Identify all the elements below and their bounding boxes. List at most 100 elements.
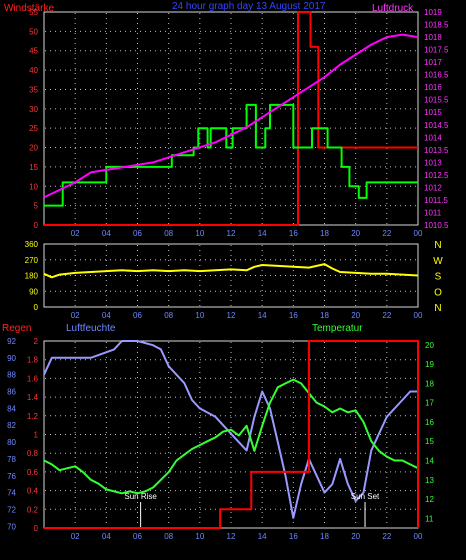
direction-chart-y-tick-label: 0 xyxy=(34,303,39,312)
direction-chart-compass-label: W xyxy=(433,256,443,267)
direction-chart-compass-label: O xyxy=(434,287,442,298)
climate-chart-humidity-y-tick-label: 84 xyxy=(7,404,16,413)
direction-chart-x-tick-label: 02 xyxy=(71,311,80,320)
wind-chart-left-y-tick-label: 45 xyxy=(29,47,38,56)
wind-chart-left-y-tick-label: 30 xyxy=(29,105,38,114)
climate-chart-temperature-y-tick-label: 14 xyxy=(425,457,434,466)
wind-chart-right-y-tick-label: 1012 xyxy=(424,183,442,192)
wind-chart-left-y-tick-label: 0 xyxy=(34,221,39,230)
wind-chart-x-tick-label: 12 xyxy=(227,229,236,238)
wind-chart-x-tick-label: 00 xyxy=(414,229,423,238)
climate-chart-humidity-y-tick-label: 74 xyxy=(7,489,16,498)
wind-chart-x-tick-label: 04 xyxy=(102,229,111,238)
climate-chart-x-tick-label: 08 xyxy=(164,532,173,541)
wind-chart-x-tick-label: 16 xyxy=(289,229,298,238)
wind-chart-left-y-tick-label: 5 xyxy=(34,202,39,211)
wind-chart-right-y-tick-label: 1011.5 xyxy=(424,196,448,205)
wind-chart-right-y-tick-label: 1013.5 xyxy=(424,146,449,155)
climate-chart-x-tick-label: 10 xyxy=(195,532,204,541)
climate-chart-rain-y-tick-label: 0.2 xyxy=(27,505,39,514)
wind-chart-right-y-tick-label: 1014.5 xyxy=(424,121,449,130)
climate-chart-x-tick-label: 04 xyxy=(102,532,111,541)
wind-chart-left-y-tick-label: 35 xyxy=(29,85,38,94)
climate-chart-humidity-y-tick-label: 76 xyxy=(7,472,16,481)
direction-chart-y-tick-label: 360 xyxy=(25,240,39,249)
climate-chart-humidity-y-tick-label: 88 xyxy=(7,371,16,380)
climate-chart-rain-y-tick-label: 0.6 xyxy=(27,468,39,477)
climate-chart-sun-label: Sun Rise xyxy=(124,492,157,501)
climate-chart-humidity-y-tick-label: 70 xyxy=(7,522,16,531)
wind-chart-right-y-tick-label: 1013 xyxy=(424,158,442,167)
wind-chart-left-y-tick-label: 40 xyxy=(29,66,38,75)
wind-chart-x-tick-label: 10 xyxy=(195,229,204,238)
direction-chart-x-tick-label: 06 xyxy=(133,311,142,320)
wind-chart-x-tick-label: 22 xyxy=(382,229,391,238)
wind-chart-right-y-tick-label: 1019 xyxy=(424,8,442,17)
wind-chart-left-y-tick-label: 50 xyxy=(29,27,38,36)
wind-chart-right-y-tick-label: 1018 xyxy=(424,33,442,42)
climate-chart-temperature-label: Temperatur xyxy=(312,323,363,334)
climate-chart-rain-y-tick-label: 1.4 xyxy=(27,393,39,402)
wind-direction-series xyxy=(43,263,419,279)
climate-chart-rain-y-tick-label: 1 xyxy=(34,431,39,440)
climate-chart-temperature-y-tick-label: 20 xyxy=(425,341,434,350)
climate-chart-humidity-y-tick-label: 72 xyxy=(7,505,16,514)
direction-chart-y-tick-label: 90 xyxy=(29,287,38,296)
wind-chart-left-y-tick-label: 15 xyxy=(29,163,38,172)
climate-chart-rain-label: Regen xyxy=(2,323,31,334)
wind-chart-right-y-tick-label: 1017 xyxy=(424,58,442,67)
direction-chart-x-tick-label: 14 xyxy=(258,311,267,320)
climate-chart-rain-y-tick-label: 1.2 xyxy=(27,412,39,421)
rain-humidity-temperature-chart: 02 04 06 08 10 12 14 16 18 20 22 007072747678808284… xyxy=(2,323,434,541)
climate-chart-rain-y-tick-label: 1.6 xyxy=(27,374,39,383)
wind-chart-right-y-tick-label: 1016 xyxy=(424,83,442,92)
wind-chart-left-y-tick-label: 20 xyxy=(29,144,38,153)
climate-chart-rain-y-tick-label: 2 xyxy=(34,337,39,346)
wind-chart-right-y-tick-label: 1011 xyxy=(424,208,442,217)
wind-chart-left-y-tick-label: 25 xyxy=(29,124,38,133)
wind-chart-title: 24 hour graph day 13 August 2017 xyxy=(172,1,326,12)
direction-chart-x-tick-label: 12 xyxy=(227,311,236,320)
wind-chart-right-y-tick-label: 1016.5 xyxy=(424,71,449,80)
direction-chart-x-tick-label: 00 xyxy=(414,311,423,320)
climate-chart-rain-y-tick-label: 0.4 xyxy=(27,487,39,496)
climate-chart-x-tick-label: 18 xyxy=(320,532,329,541)
climate-chart-rain-y-tick-label: 0.8 xyxy=(27,449,39,458)
climate-chart-x-tick-label: 16 xyxy=(289,532,298,541)
wind-chart-x-tick-label: 06 xyxy=(133,229,142,238)
climate-chart-rain-y-tick-label: 1.8 xyxy=(27,356,39,365)
climate-chart-x-tick-label: 14 xyxy=(258,532,267,541)
climate-chart-rain-y-tick-label: 0 xyxy=(34,524,39,533)
wind-pressure-chart: 02 04 06 08 10 12 14 16 18 20 22 000510152025303540… xyxy=(4,1,449,238)
direction-chart-x-tick-label: 16 xyxy=(289,311,298,320)
wind-chart-x-tick-label: 02 xyxy=(71,229,80,238)
wind-chart-x-tick-label: 20 xyxy=(351,229,360,238)
wind-gust-series xyxy=(44,11,418,226)
wind-chart-x-tick-label: 08 xyxy=(164,229,173,238)
wind-chart-x-tick-label: 14 xyxy=(258,229,267,238)
climate-chart-x-tick-label: 20 xyxy=(351,532,360,541)
climate-chart-humidity-y-tick-label: 86 xyxy=(7,388,16,397)
direction-chart-compass-label: S xyxy=(435,272,442,283)
direction-chart-x-tick-label: 20 xyxy=(351,311,360,320)
climate-chart-humidity-y-tick-label: 82 xyxy=(7,421,16,430)
wind-chart-x-tick-label: 18 xyxy=(320,229,329,238)
wind-chart-left-y-tick-label: 10 xyxy=(29,182,38,191)
climate-chart-x-tick-label: 06 xyxy=(133,532,142,541)
wind-chart-right-y-tick-label: 1018.5 xyxy=(424,21,449,30)
direction-chart-compass-label: N xyxy=(434,240,441,251)
wind-chart-right-y-tick-label: 1010.5 xyxy=(424,221,449,230)
direction-chart-x-tick-label: 04 xyxy=(102,311,111,320)
climate-chart-temperature-y-tick-label: 18 xyxy=(425,379,434,388)
climate-chart-x-tick-label: 02 xyxy=(71,532,80,541)
climate-chart-temperature-y-tick-label: 19 xyxy=(425,360,434,369)
wind-chart-right-y-tick-label: 1017.5 xyxy=(424,46,449,55)
direction-chart-y-tick-label: 180 xyxy=(25,272,39,281)
climate-chart-temperature-y-tick-label: 12 xyxy=(425,495,434,504)
wind-chart-right-y-tick-label: 1015.5 xyxy=(424,96,449,105)
direction-chart-compass-label: N xyxy=(434,303,441,314)
humidity-series xyxy=(43,340,418,519)
